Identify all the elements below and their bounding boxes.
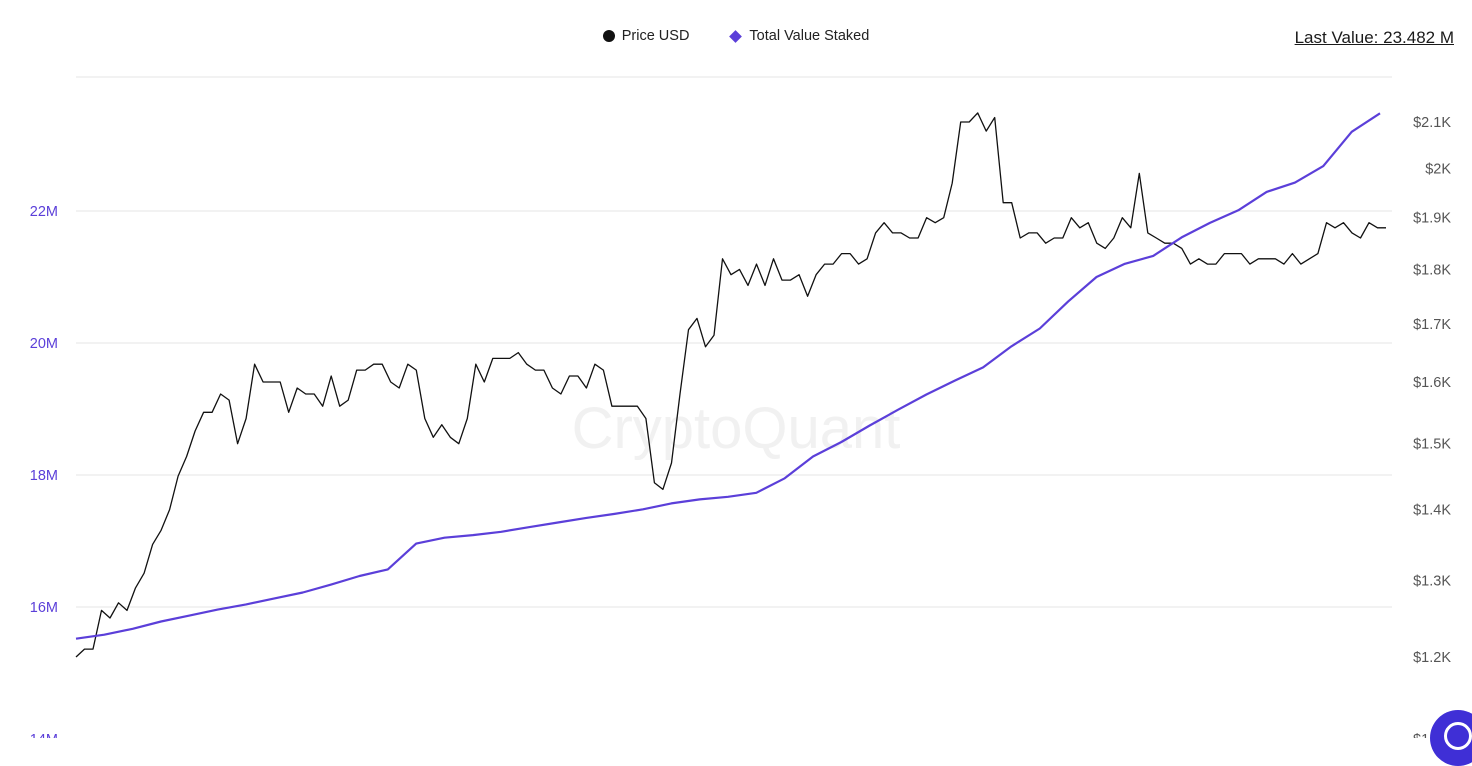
help-chat-button[interactable] [1430,710,1472,766]
series-line-total-value-staked [75,112,1381,640]
right-tick-label: $1.4K [1413,503,1451,519]
right-tick-label: $1.8K [1413,262,1451,278]
right-tick-label: $1.7K [1413,317,1451,333]
right-tick-label: $1.5K [1413,437,1451,453]
right-tick-label-partial: $1 [1413,732,1429,738]
chart-legend: Price USD Total Value Staked [0,28,1472,44]
left-tick-label: 14M [30,732,58,738]
legend-item-total-value-staked[interactable]: Total Value Staked [729,28,869,44]
legend-item-price-usd[interactable]: Price USD [602,28,690,44]
right-tick-label: $2K [1425,162,1451,178]
last-value-link[interactable]: Last Value: 23.482 M [1294,28,1454,47]
left-tick-label: 18M [30,468,58,484]
series-line-price-usd [75,112,1386,658]
right-tick-label: $1.2K [1413,650,1451,666]
legend-label-price-usd: Price USD [621,28,690,44]
left-tick-label: 22M [30,204,58,220]
right-tick-label: $1.3K [1413,573,1451,589]
chat-icon [1444,722,1472,750]
right-tick-label: $1.6K [1413,375,1451,391]
left-tick-label: 20M [30,336,58,352]
chart-plot: CryptoQuant14M16M18M20M22M$1.2K$1.3K$1.4… [30,76,1451,738]
right-tick-label: $2.1K [1413,115,1451,131]
left-tick-label: 16M [30,600,58,616]
right-tick-label: $1.9K [1413,211,1451,227]
legend-label-total-value-staked: Total Value Staked [749,28,870,44]
price-usd-dot-icon [602,30,615,42]
